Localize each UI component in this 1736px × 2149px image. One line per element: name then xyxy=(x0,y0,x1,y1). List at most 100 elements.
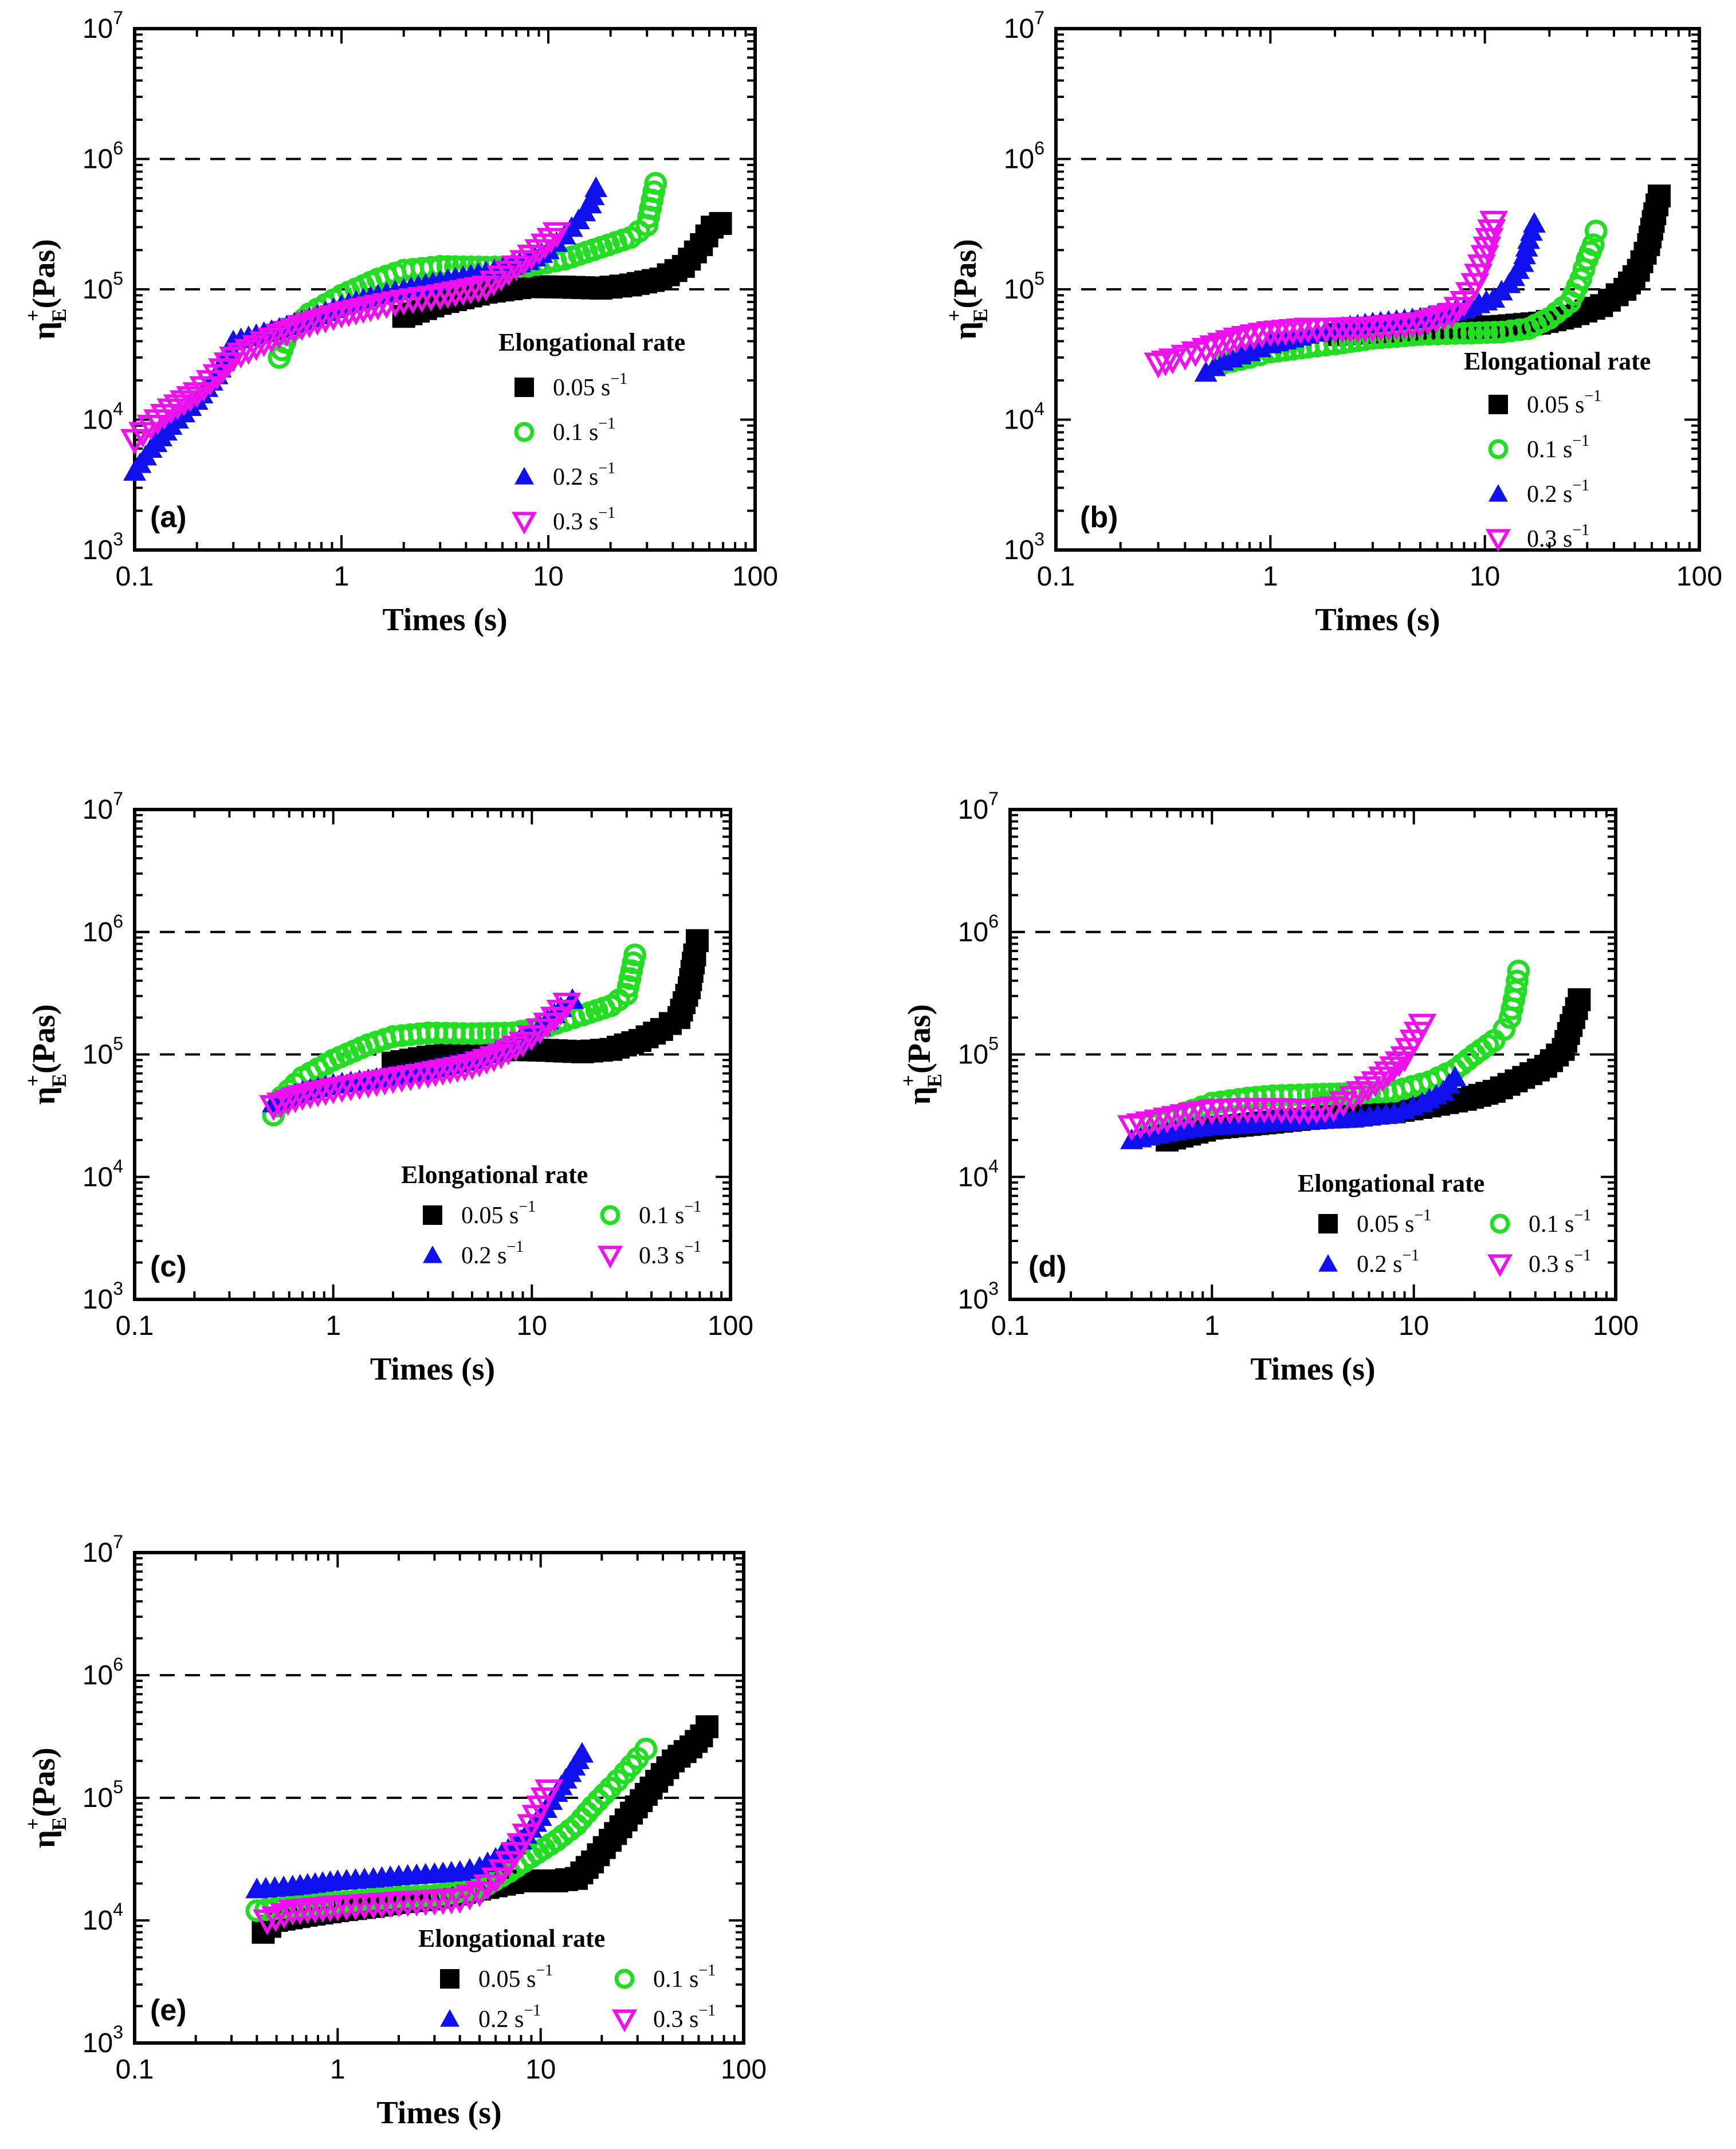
legend-rate: 0.2 s xyxy=(478,2006,524,2033)
y-tick-base: 10 xyxy=(83,2028,113,2058)
legend-title: Elongational rate xyxy=(1464,347,1651,375)
y-tick-exponent: 4 xyxy=(1034,399,1044,419)
y-label-tail: (Pas) xyxy=(902,1004,937,1074)
y-tick-label: 107 xyxy=(83,1531,123,1568)
data-point xyxy=(552,992,582,1019)
y-tick-base: 10 xyxy=(83,405,113,435)
data-point xyxy=(1477,219,1506,246)
data-point xyxy=(170,390,199,417)
legend-entry-label: 0.05 s−1 xyxy=(553,370,627,401)
y-tick-base: 10 xyxy=(83,1162,113,1192)
y-tick-base: 10 xyxy=(958,917,988,948)
legend-entry-label: 0.3 s−1 xyxy=(1529,1247,1591,1278)
y-tick-label: 107 xyxy=(958,788,999,825)
y-tick-base: 10 xyxy=(83,144,113,175)
legend-entry-label: 0.05 s−1 xyxy=(1357,1207,1431,1237)
y-tick-label: 106 xyxy=(1004,138,1044,175)
legend-unit-exponent: −1 xyxy=(598,459,615,477)
legend-rate: 0.3 s xyxy=(553,509,598,535)
data-point xyxy=(570,1742,594,1763)
y-tick-label: 104 xyxy=(83,1156,123,1192)
y-tick-base: 10 xyxy=(958,1162,988,1192)
y-label-main: η xyxy=(902,1087,937,1105)
data-point xyxy=(592,1782,616,1806)
data-point xyxy=(265,323,294,350)
y-label-sup: + xyxy=(897,1075,920,1087)
y-tick-label: 106 xyxy=(83,138,123,175)
y-tick-label: 104 xyxy=(83,1899,123,1936)
legend-entry-label: 0.2 s−1 xyxy=(1527,477,1589,508)
data-point xyxy=(1413,309,1443,336)
data-point xyxy=(280,317,309,344)
y-tick-base: 10 xyxy=(83,1783,113,1813)
y-tick-exponent: 4 xyxy=(988,1156,999,1176)
y-tick-base: 10 xyxy=(83,14,113,44)
data-point xyxy=(696,1715,719,1738)
data-point xyxy=(1158,348,1187,375)
y-tick-exponent: 3 xyxy=(113,529,123,549)
y-tick-label: 105 xyxy=(83,268,123,305)
x-tick-label: 0.1 xyxy=(116,2054,154,2085)
legend-unit-exponent: −1 xyxy=(610,370,627,388)
legend-entry-label: 0.3 s−1 xyxy=(553,504,615,535)
y-tick-base: 10 xyxy=(83,1538,113,1568)
data-point xyxy=(1522,212,1546,233)
x-axis-label: Times (s) xyxy=(370,1352,495,1387)
y-tick-exponent: 4 xyxy=(113,399,123,419)
y-tick-base: 10 xyxy=(83,917,113,948)
x-tick-label: 100 xyxy=(708,1311,753,1341)
data-point xyxy=(587,1789,610,1812)
data-point xyxy=(319,305,348,331)
x-axis-label: Times (s) xyxy=(1250,1352,1375,1387)
x-tick-label: 0.1 xyxy=(991,1311,1030,1341)
x-tick-label: 0.1 xyxy=(1037,561,1075,592)
data-point xyxy=(259,1095,288,1121)
legend-rate: 0.05 s xyxy=(461,1203,519,1229)
legend-unit-exponent: −1 xyxy=(684,1238,701,1256)
legend-marker xyxy=(1490,1213,1510,1234)
data-point xyxy=(575,1801,599,1824)
data-point xyxy=(266,1092,296,1119)
x-tick-label: 1 xyxy=(334,561,349,592)
data-point xyxy=(1584,219,1608,243)
legend-unit-exponent: −1 xyxy=(536,1962,553,1979)
y-tick-base: 10 xyxy=(83,1660,113,1691)
data-point xyxy=(1568,988,1591,1011)
legend-unit-exponent: −1 xyxy=(1572,477,1589,494)
y-tick-base: 10 xyxy=(83,1906,113,1936)
y-tick-label: 107 xyxy=(1004,7,1044,44)
legend-rate: 0.05 s xyxy=(1527,392,1584,418)
data-point xyxy=(213,352,242,379)
y-tick-base: 10 xyxy=(1004,144,1034,175)
data-point xyxy=(486,1043,516,1070)
data-point xyxy=(1470,245,1499,272)
data-point xyxy=(1215,330,1244,356)
legend-entry-label: 0.2 s−1 xyxy=(553,459,615,490)
y-tick-exponent: 5 xyxy=(113,1034,123,1054)
data-point xyxy=(163,394,192,421)
legend-marker xyxy=(440,2009,459,2027)
data-point xyxy=(1421,307,1451,333)
y-tick-exponent: 7 xyxy=(988,788,999,809)
y-tick-exponent: 3 xyxy=(113,2022,123,2042)
legend-marker xyxy=(423,1205,442,1225)
legend-marker xyxy=(1488,395,1508,414)
plot-frame xyxy=(133,1551,745,2045)
legend-marker xyxy=(511,512,537,535)
plot-frame xyxy=(133,27,757,552)
plot-frame xyxy=(133,808,732,1301)
y-tick-label: 107 xyxy=(83,788,123,825)
data-point xyxy=(176,386,205,412)
y-tick-exponent: 3 xyxy=(988,1278,999,1299)
data-point xyxy=(1408,1013,1437,1040)
data-point xyxy=(1493,1017,1516,1041)
x-axis-label: Times (s) xyxy=(382,602,507,638)
legend-rate: 0.3 s xyxy=(653,2006,698,2033)
y-label-sub: E xyxy=(48,1817,70,1830)
legend-rate: 0.1 s xyxy=(639,1203,684,1229)
legend-unit-exponent: −1 xyxy=(1414,1207,1431,1224)
